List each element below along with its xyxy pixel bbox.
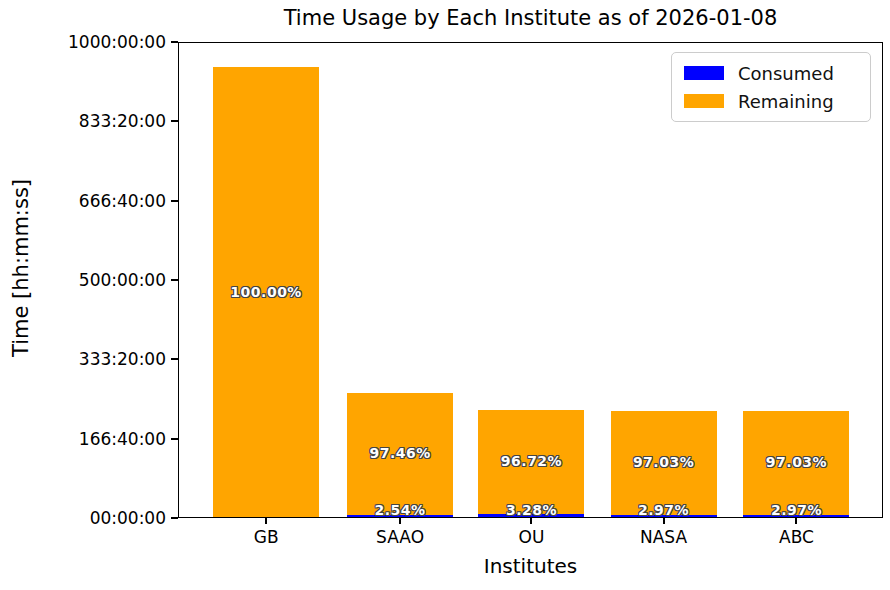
bar-remaining-label: 100.00% <box>206 284 326 300</box>
bar-consumed-label: 2.97% <box>604 502 724 518</box>
y-axis-tick-label: 166:40:00 <box>0 429 166 449</box>
y-axis-tick-label: 1000:00:00 <box>0 32 166 52</box>
legend: Consumed Remaining <box>671 52 871 122</box>
legend-swatch-consumed <box>684 66 724 80</box>
y-axis-tick-label: 833:20:00 <box>0 111 166 131</box>
x-axis-tick-mark <box>795 518 797 524</box>
legend-entry-remaining: Remaining <box>684 91 858 112</box>
y-axis-tick-mark <box>171 438 178 440</box>
bar-consumed-label: 3.28% <box>471 502 591 518</box>
bar-consumed-label: 2.97% <box>736 502 856 518</box>
x-axis-tick-label: ABC <box>736 527 856 547</box>
x-axis-label: Institutes <box>178 554 883 578</box>
y-axis-tick-label: 333:20:00 <box>0 349 166 369</box>
bar-consumed-label: 2.54% <box>340 502 460 518</box>
legend-entry-consumed: Consumed <box>684 63 858 84</box>
x-axis-tick-mark <box>399 518 401 524</box>
x-axis-tick-mark <box>663 518 665 524</box>
legend-swatch-remaining <box>684 94 724 108</box>
y-axis-tick-label: 500:00:00 <box>0 270 166 290</box>
figure: Time Usage by Each Institute as of 2026-… <box>0 0 890 590</box>
y-axis-tick-label: 666:40:00 <box>0 191 166 211</box>
y-axis-tick-mark <box>171 200 178 202</box>
x-axis-tick-mark <box>530 518 532 524</box>
y-axis-tick-mark <box>171 358 178 360</box>
chart-title: Time Usage by Each Institute as of 2026-… <box>178 6 883 30</box>
y-axis-tick-label: 00:00:00 <box>0 508 166 528</box>
x-axis-tick-label: SAAO <box>340 527 460 547</box>
y-axis-tick-mark <box>171 279 178 281</box>
y-axis-tick-mark <box>171 41 178 43</box>
y-axis-tick-mark <box>171 517 178 519</box>
bar-remaining-label: 97.46% <box>340 445 460 461</box>
x-axis-tick-label: GB <box>206 527 326 547</box>
y-axis-tick-mark <box>171 120 178 122</box>
legend-label-consumed: Consumed <box>738 63 834 84</box>
legend-label-remaining: Remaining <box>738 91 834 112</box>
x-axis-tick-label: OU <box>471 527 591 547</box>
bar-remaining-label: 97.03% <box>736 454 856 470</box>
x-axis-tick-label: NASA <box>604 527 724 547</box>
x-axis-tick-mark <box>265 518 267 524</box>
bar-remaining-label: 96.72% <box>471 453 591 469</box>
bar-remaining-label: 97.03% <box>604 454 724 470</box>
